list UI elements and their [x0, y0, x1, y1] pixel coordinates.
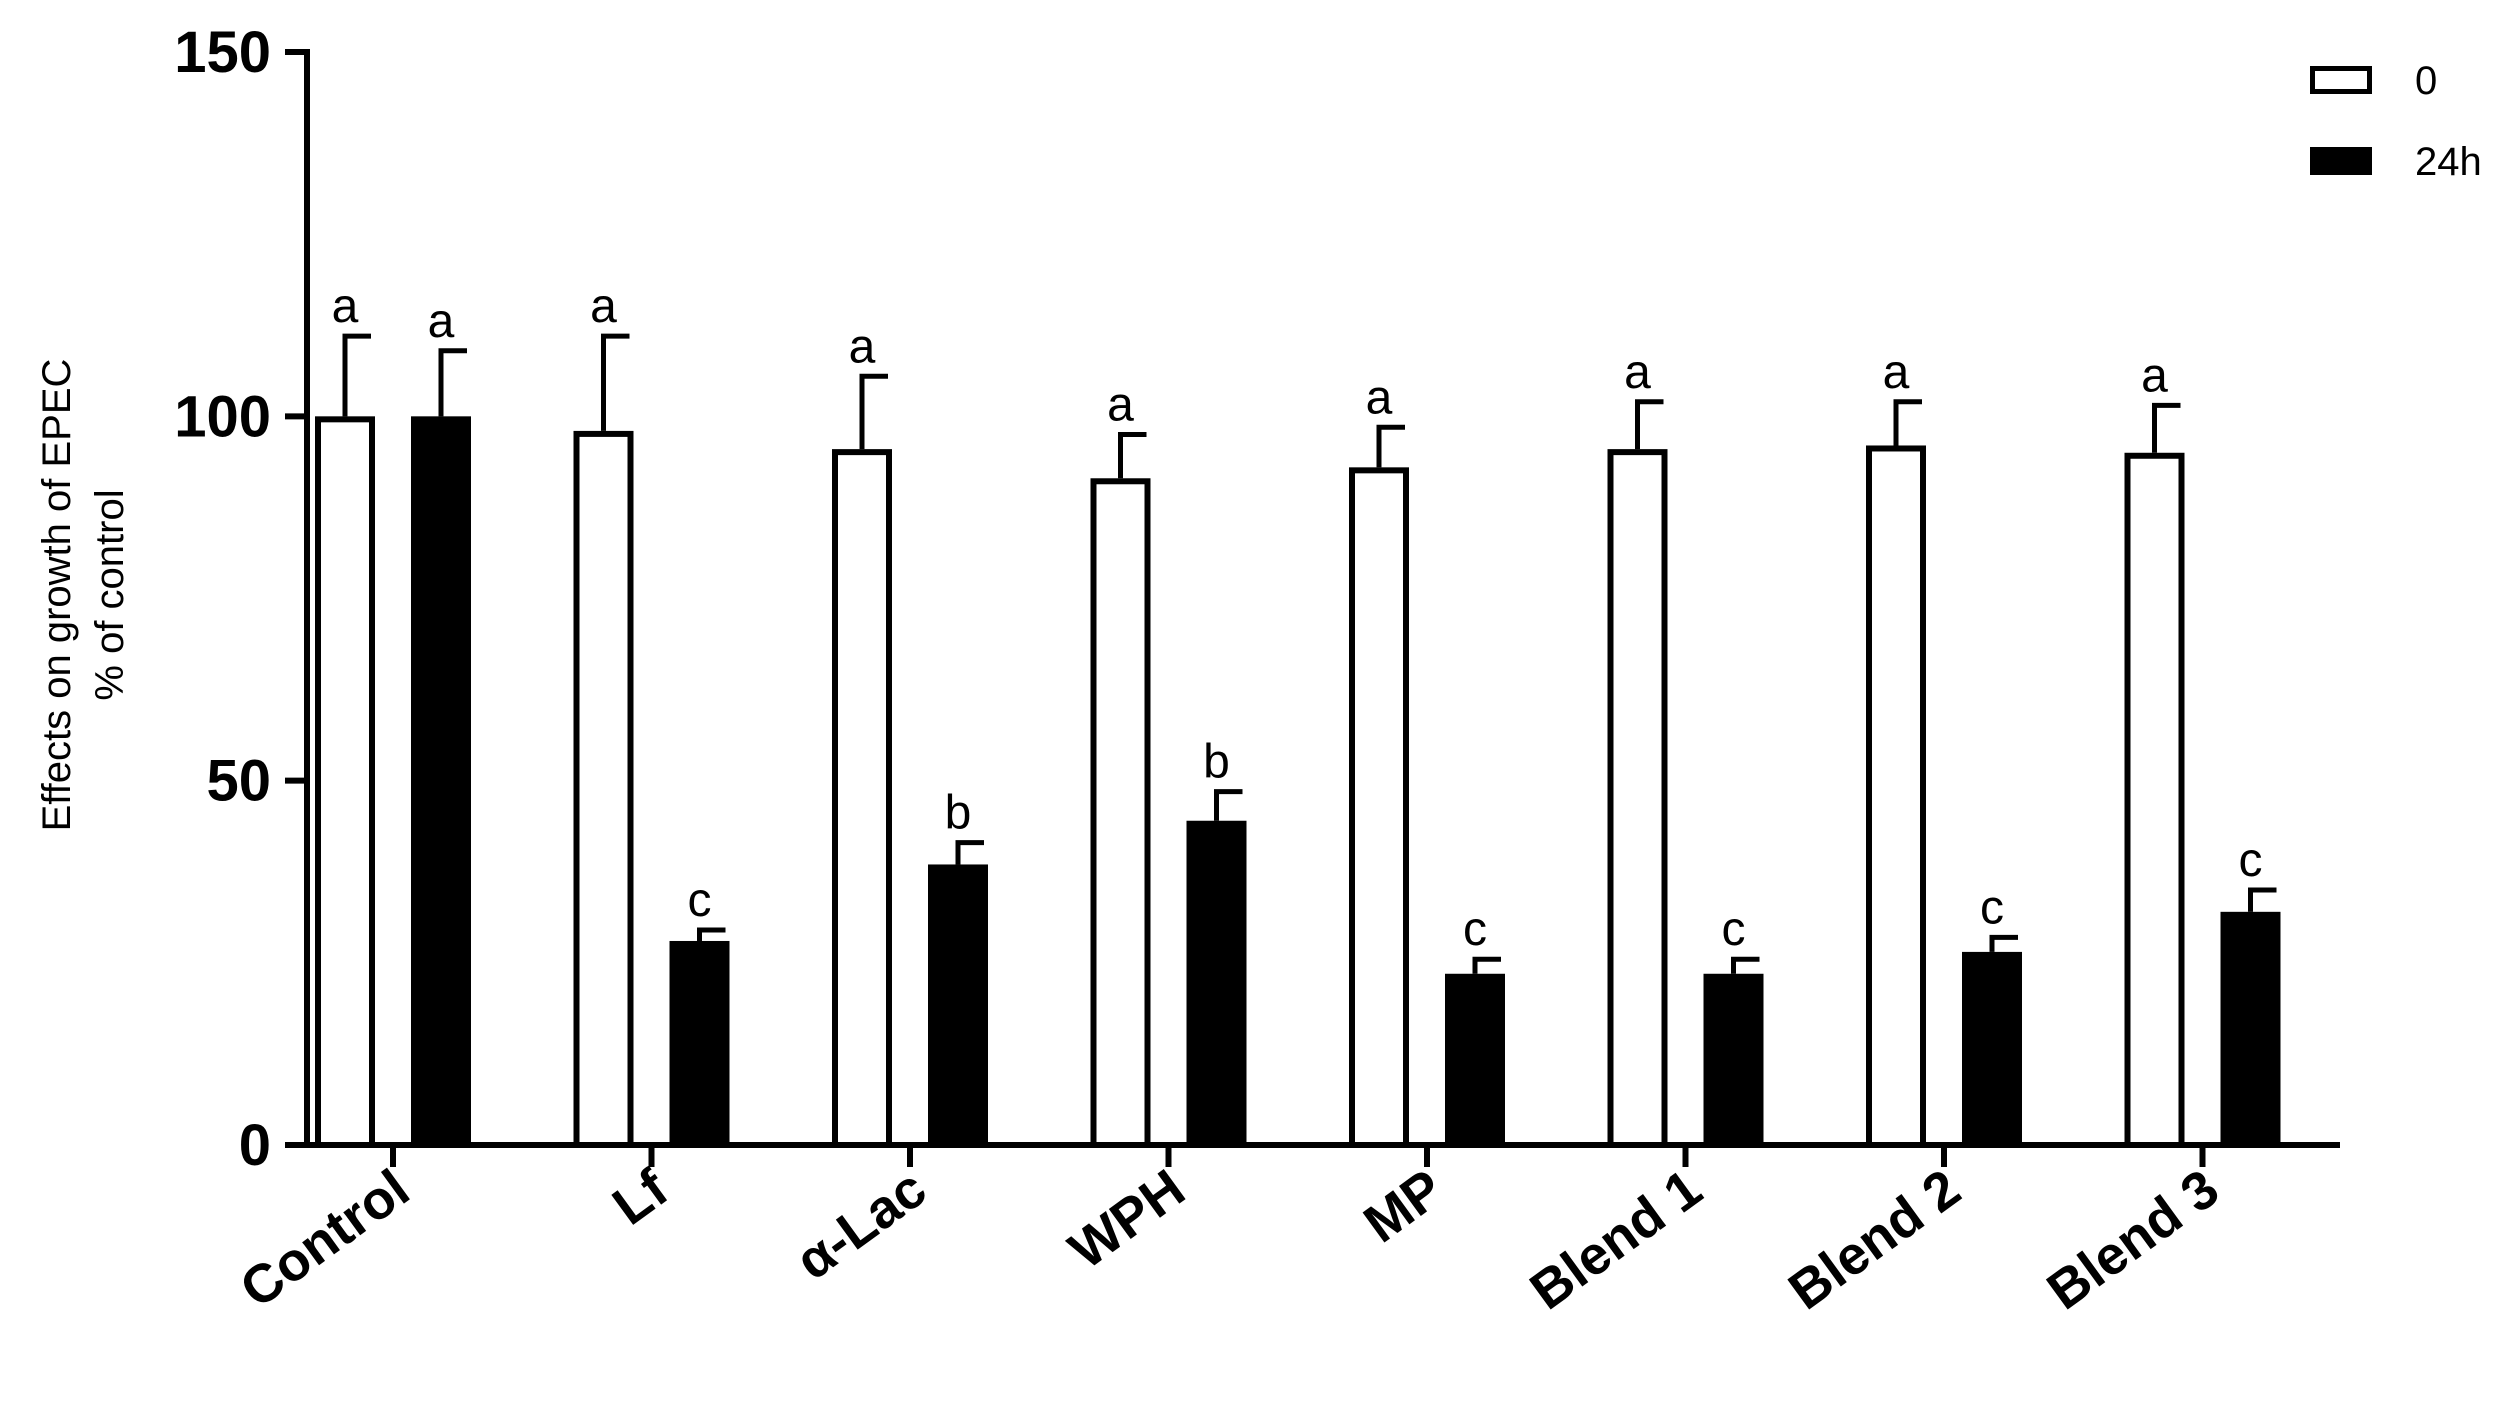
bar-0-Blend 2 — [1866, 445, 1926, 1149]
x-tick-label-1: Lf — [602, 1158, 679, 1237]
significance-letter-0-4: a — [1366, 371, 1393, 424]
x-tick-label-5: Blend 1 — [1519, 1158, 1712, 1321]
x-tick-label-6: Blend 2 — [1778, 1158, 1971, 1321]
bar-0-Control — [315, 416, 375, 1149]
x-tick-label-3: WPH — [1058, 1158, 1195, 1281]
significance-letter-1-0: a — [428, 295, 455, 348]
plot-area: 0 50 100 150 a a Control a c Lf a b α-Lac a b WPH a c MP a c… — [174, 20, 2340, 1321]
bar-0-Blend 1 — [1607, 449, 1668, 1148]
y-tick-label-0: 0 — [239, 1113, 271, 1178]
x-tick-label-4: MP — [1353, 1158, 1454, 1254]
significance-letter-1-2: b — [945, 787, 972, 840]
significance-letter-0-5: a — [1624, 346, 1651, 399]
bar-24h-WPH — [1186, 820, 1247, 1145]
significance-letter-0-2: a — [849, 320, 876, 373]
y-axis-label: Effects on growth of EPEC % of control — [35, 359, 132, 832]
bar-0-MP — [1349, 467, 1409, 1148]
y-axis-label-line-2: % of control — [88, 489, 132, 700]
bar-0-Lf — [573, 430, 634, 1148]
x-tick-label-2: α-Lac — [785, 1158, 937, 1291]
y-axis-label-line-1: Effects on growth of EPEC — [35, 359, 79, 832]
bar-24h-MP — [1445, 973, 1505, 1145]
bar-24h-Blend 1 — [1703, 973, 1764, 1145]
significance-letter-1-6: c — [1980, 881, 2004, 934]
bar-0-α-Lac — [832, 449, 892, 1148]
y-tick-label-50: 50 — [206, 749, 271, 814]
significance-letter-0-7: a — [2141, 349, 2168, 402]
x-tick-label-0: Control — [229, 1158, 420, 1319]
significance-letter-1-7: c — [2239, 834, 2263, 887]
significance-letter-1-4: c — [1463, 903, 1487, 956]
bar-0-WPH — [1090, 478, 1151, 1148]
bar-24h-Lf — [669, 940, 730, 1145]
legend: 0 24h — [2310, 59, 2482, 184]
legend-swatch-0 — [2310, 66, 2372, 94]
significance-letter-1-5: c — [1722, 903, 1746, 956]
significance-letter-0-3: a — [1107, 379, 1134, 432]
legend-swatch-24h — [2310, 147, 2372, 175]
bar-24h-α-Lac — [928, 864, 988, 1145]
significance-letter-0-6: a — [1883, 346, 1910, 399]
significance-letter-0-1: a — [590, 280, 617, 333]
bar-0-Blend 3 — [2124, 452, 2185, 1148]
significance-letter-1-1: c — [688, 874, 712, 927]
significance-letter-1-3: b — [1203, 736, 1230, 789]
y-tick-label-100: 100 — [174, 384, 271, 449]
legend-label-0: 0 — [2415, 59, 2437, 103]
bar-24h-Control — [411, 416, 471, 1145]
bar-24h-Blend 3 — [2220, 911, 2281, 1145]
y-tick-label-150: 150 — [174, 20, 271, 85]
bar-24h-Blend 2 — [1962, 951, 2022, 1145]
significance-letter-0-0: a — [332, 280, 359, 333]
legend-label-24h: 24h — [2415, 140, 2482, 184]
x-tick-label-7: Blend 3 — [2036, 1158, 2229, 1321]
